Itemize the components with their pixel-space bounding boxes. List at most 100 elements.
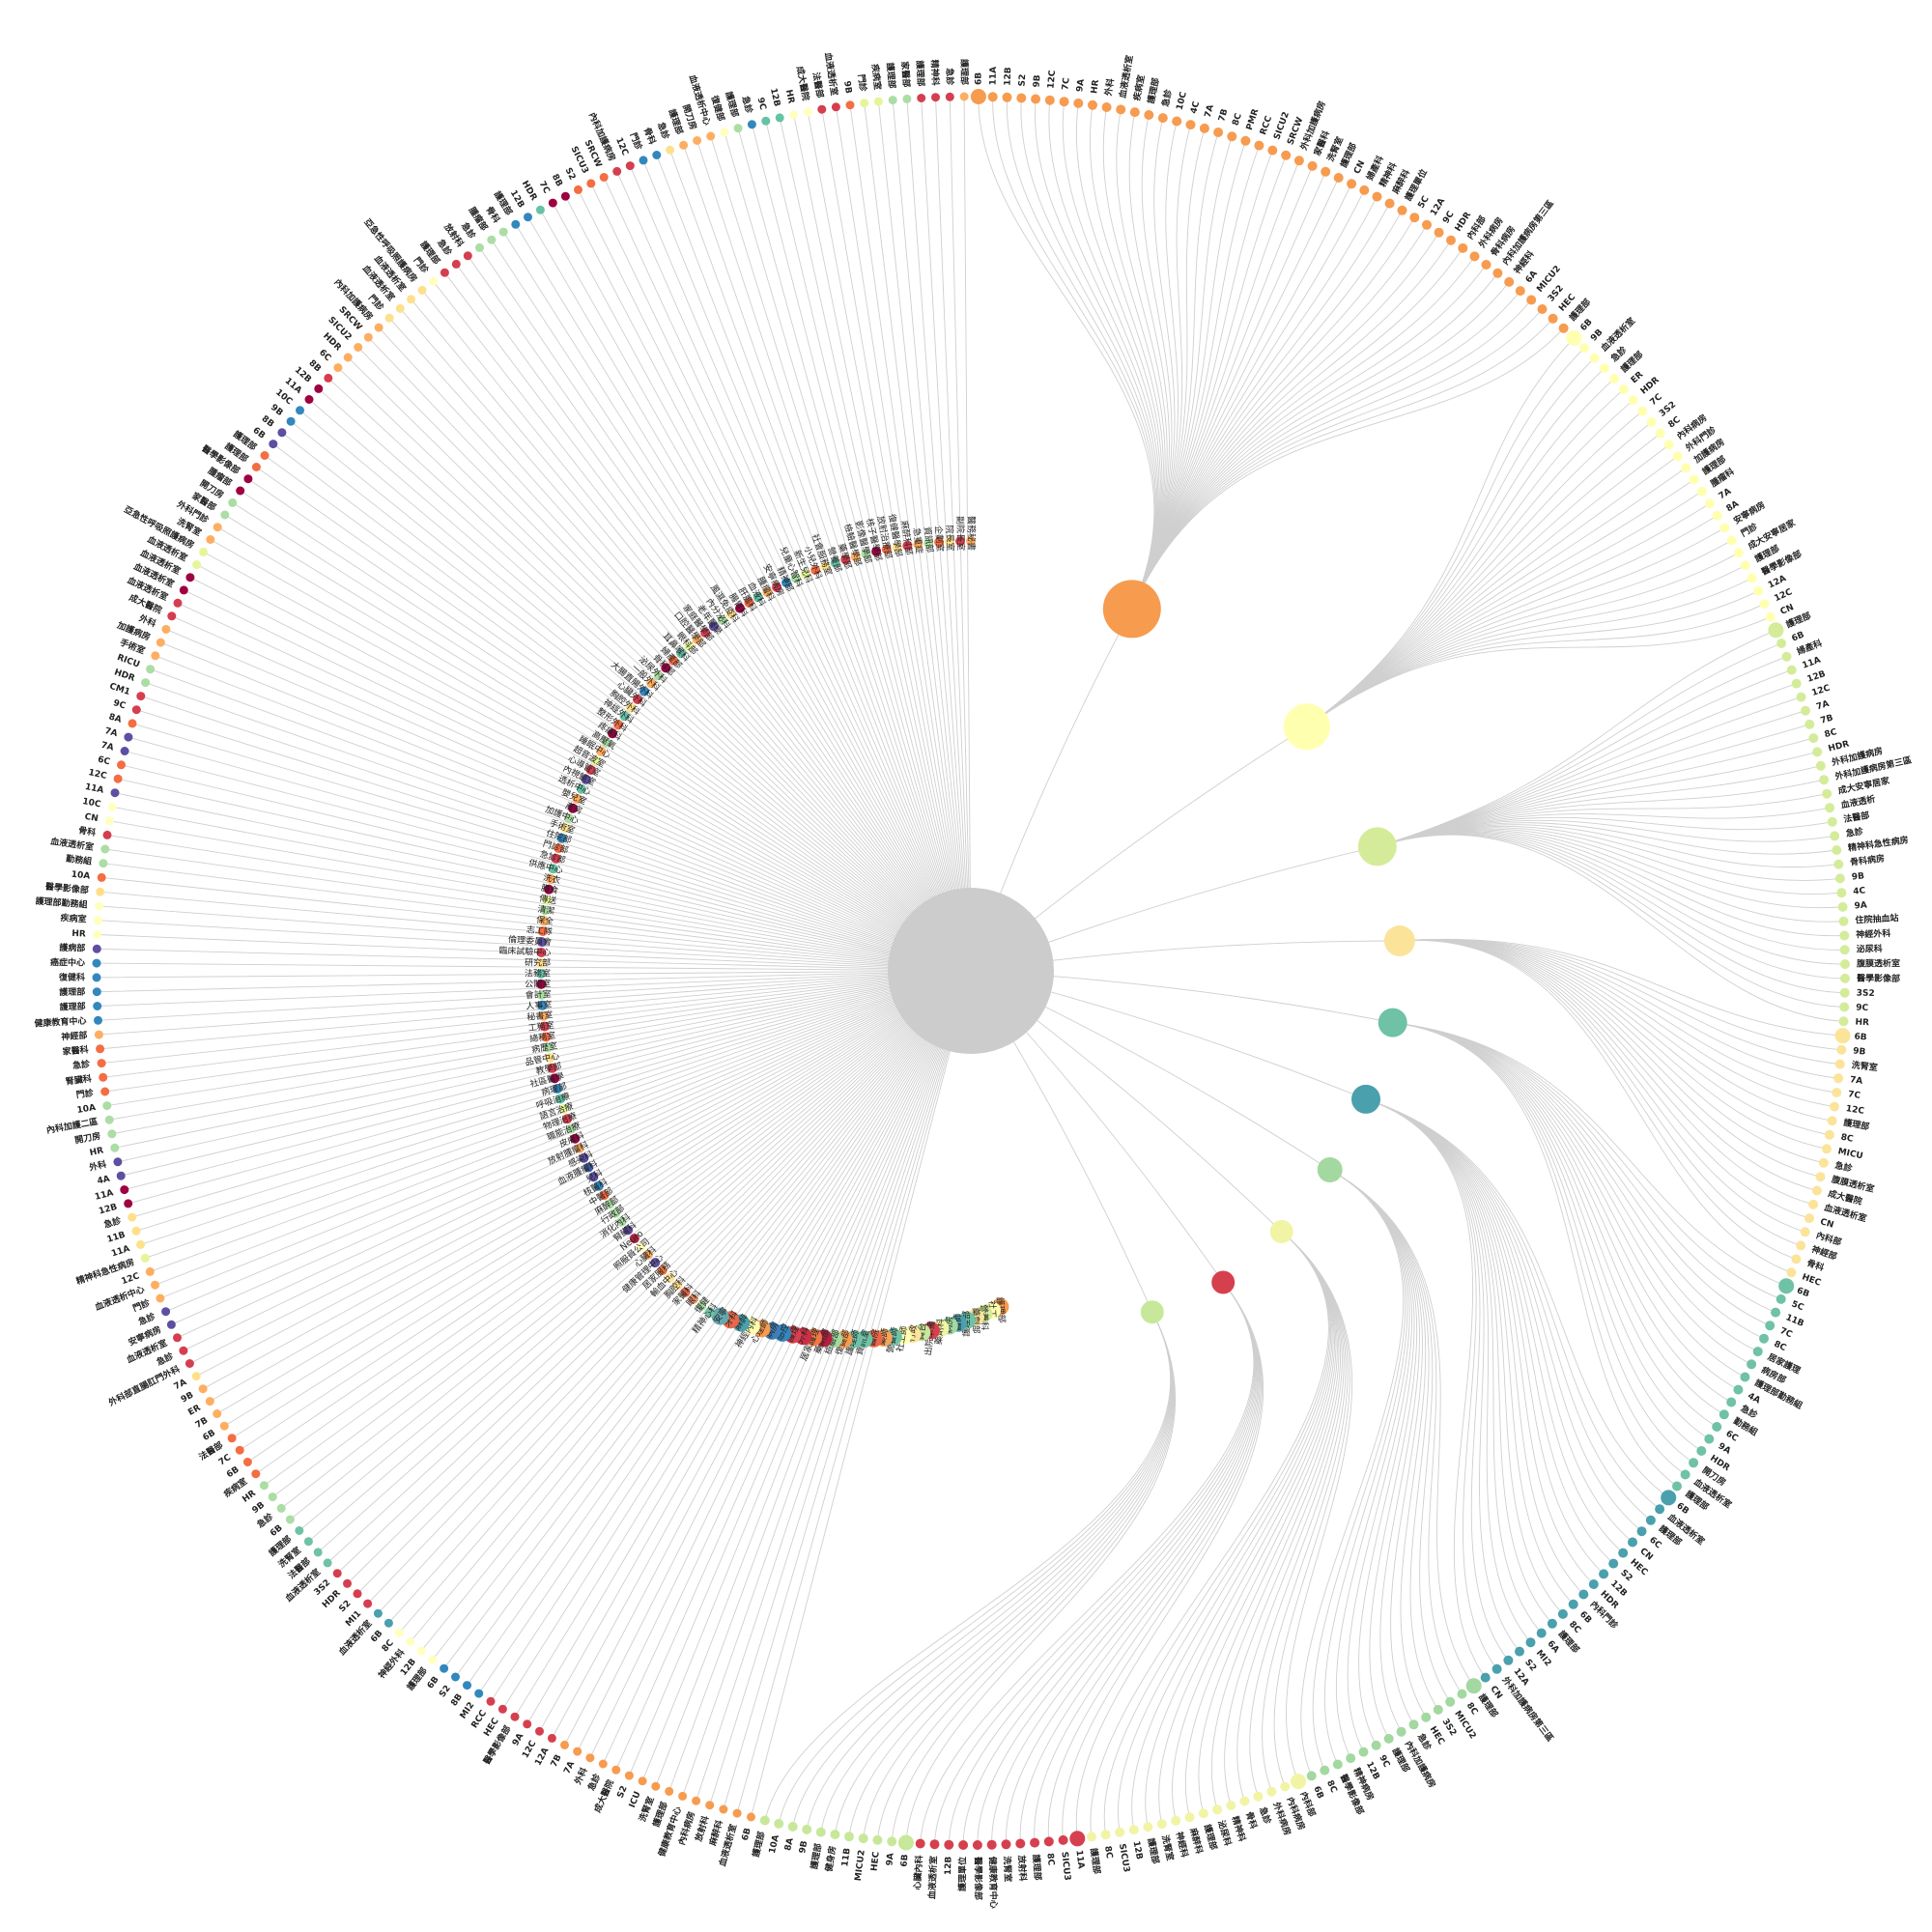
link xyxy=(378,970,972,1614)
leaf-node xyxy=(1239,1796,1250,1806)
arc-node xyxy=(892,542,902,553)
arc-node xyxy=(540,905,551,916)
leaf-label: 護理單位 xyxy=(956,1857,968,1891)
leaf-node xyxy=(107,802,117,811)
arc-node xyxy=(646,678,657,689)
leaf-label: 8C xyxy=(1773,1340,1788,1354)
leaf-node xyxy=(1618,1548,1629,1558)
link xyxy=(145,970,972,1259)
link xyxy=(1306,479,1694,727)
link xyxy=(1377,656,1787,847)
link xyxy=(1377,833,1845,994)
leaf-label: 4A xyxy=(97,1175,111,1187)
link xyxy=(977,1282,1258,1846)
link xyxy=(1062,101,1161,610)
link xyxy=(102,970,972,1078)
link xyxy=(155,655,972,972)
leaf-node xyxy=(1719,523,1730,533)
leaf-node xyxy=(651,1781,661,1791)
leaf-node xyxy=(497,1704,507,1714)
leaf-node xyxy=(205,1397,214,1406)
leaf-node xyxy=(625,161,635,171)
leaf-node xyxy=(897,1834,914,1851)
leaf-node xyxy=(116,1171,126,1180)
link xyxy=(1399,939,1797,1260)
leaf-label: HR xyxy=(71,929,86,940)
leaf-node xyxy=(511,219,521,229)
link xyxy=(281,432,972,972)
leaf-label: 4A xyxy=(1746,1391,1761,1406)
leaf-label: 9B xyxy=(180,1390,195,1405)
root-node xyxy=(888,888,1054,1054)
leaf-node xyxy=(1526,295,1537,305)
leaf-label: 8B xyxy=(449,1692,465,1709)
leaf-node xyxy=(395,1628,404,1637)
leaf-node xyxy=(1384,198,1395,209)
link xyxy=(864,102,972,972)
arc-node xyxy=(902,540,913,551)
link xyxy=(1392,1022,1758,1352)
link xyxy=(765,121,972,972)
arc-node xyxy=(544,884,554,895)
link xyxy=(109,820,972,972)
leaf-node xyxy=(1157,113,1168,124)
leaf-node xyxy=(1765,611,1776,622)
link xyxy=(112,806,972,972)
cluster-hub xyxy=(1351,1084,1380,1114)
link xyxy=(1131,189,1365,610)
arc-node xyxy=(692,634,702,644)
arc-node xyxy=(696,1300,707,1311)
arc-node xyxy=(688,1293,698,1304)
leaf-label: 12C xyxy=(1810,683,1832,698)
leaf-label: 9B xyxy=(1033,74,1043,88)
leaf-node xyxy=(1840,959,1850,970)
cluster-hub xyxy=(1140,1300,1164,1324)
arc-node xyxy=(762,587,773,597)
leaf-node xyxy=(774,1818,784,1829)
leaf-label: 7A xyxy=(173,1378,188,1392)
link xyxy=(1377,829,1844,923)
leaf-node xyxy=(1240,135,1251,146)
leaf-label: 6B xyxy=(1578,317,1594,332)
arc-label: 傳送 xyxy=(538,893,557,907)
leaf-node xyxy=(1837,901,1848,912)
link xyxy=(1131,114,1173,610)
link xyxy=(1306,603,1765,727)
leaf-label: ICU xyxy=(628,1790,643,1809)
leaf-label: 腹膜透析室 xyxy=(1856,957,1900,969)
link xyxy=(1089,104,1164,610)
leaf-label: 12A xyxy=(1767,574,1788,590)
leaf-label: 6C xyxy=(317,348,332,363)
leaf-node xyxy=(732,1808,742,1818)
arc-label: 秘書室 xyxy=(526,1009,554,1023)
leaf-node xyxy=(560,1740,569,1749)
link xyxy=(1306,444,1670,727)
leaf-node xyxy=(93,930,102,939)
leaf-node xyxy=(598,1759,608,1769)
leaf-node xyxy=(830,1830,840,1839)
leaf-node xyxy=(1172,116,1182,127)
link xyxy=(540,210,972,972)
arc-node xyxy=(801,569,810,580)
link xyxy=(1262,1231,1349,1792)
leaf-node xyxy=(1457,1689,1467,1699)
leaf-node xyxy=(1827,816,1837,827)
link xyxy=(140,696,972,972)
leaf-node xyxy=(547,1733,556,1743)
leaf-label: 11B xyxy=(840,1847,853,1867)
leaf-label: 9C xyxy=(1377,1753,1391,1769)
leaf-label: 11A xyxy=(110,1244,131,1260)
leaf-label: 9C xyxy=(1441,210,1457,226)
link xyxy=(410,970,972,1642)
leaf-label: 11A xyxy=(1073,1850,1085,1870)
leaf-label: S2 xyxy=(563,166,578,182)
leaf-node xyxy=(1608,374,1619,384)
arc-node xyxy=(840,554,851,565)
arc-node xyxy=(593,1180,604,1191)
arc-node xyxy=(558,1104,569,1114)
link xyxy=(1399,939,1828,1150)
arc-node xyxy=(555,1094,566,1104)
leaf-label: PMR xyxy=(1245,108,1262,132)
leaf-node xyxy=(1822,788,1833,799)
